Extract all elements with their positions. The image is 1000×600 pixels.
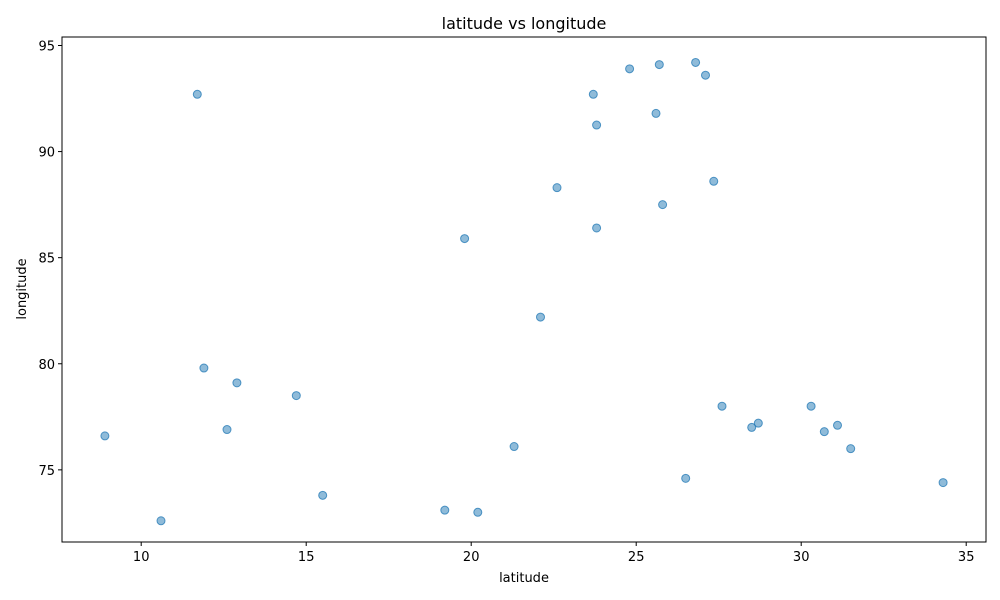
y-tick-label: 80 [38,358,55,373]
x-tick-label: 20 [463,550,480,565]
data-point [709,176,719,186]
data-point [588,89,598,99]
data-point [192,89,202,99]
x-tick-label: 10 [133,550,150,565]
data-point [552,183,562,193]
data-point [592,120,602,130]
data-point [318,490,328,500]
data-point [654,60,664,70]
data-point [747,422,757,432]
plot-area: 10 15 20 25 30 35 75 80 85 90 95 [38,36,987,565]
x-axis-label: latitude [499,571,549,586]
y-tick-label: 95 [38,39,55,54]
data-point [460,234,470,244]
data-point [753,418,763,428]
x-tick-label: 15 [298,550,315,565]
data-point [625,64,635,74]
data-point [100,431,110,441]
chart-title: latitude vs longitude [442,14,607,33]
data-point [806,401,816,411]
y-tick-label: 85 [38,252,55,267]
data-point [833,420,842,430]
data-point [938,478,948,488]
y-tick-label: 90 [38,146,55,161]
x-tick-label: 25 [628,550,645,565]
x-axis: 10 15 20 25 30 35 [133,542,975,565]
data-point [701,70,710,80]
data-point [536,312,545,322]
y-tick-label: 75 [38,464,55,479]
data-point [819,427,829,437]
data-point [592,223,602,233]
data-point [691,57,701,67]
y-axis: 75 80 85 90 95 [38,39,62,479]
plot-frame [61,36,987,543]
data-point [156,516,166,526]
data-point [222,425,232,435]
data-point [658,200,668,210]
x-tick-label: 30 [793,550,810,565]
data-point [473,507,483,517]
data-point [291,391,301,401]
data-point [651,108,661,118]
data-point [846,444,856,454]
data-point [509,442,519,452]
y-axis-label: longitude [15,258,30,319]
data-point [199,363,209,373]
x-tick-label: 35 [958,550,975,565]
data-point [681,473,691,483]
data-point [717,401,727,411]
data-point [232,378,242,388]
data-points [100,57,948,526]
data-point [440,505,450,515]
